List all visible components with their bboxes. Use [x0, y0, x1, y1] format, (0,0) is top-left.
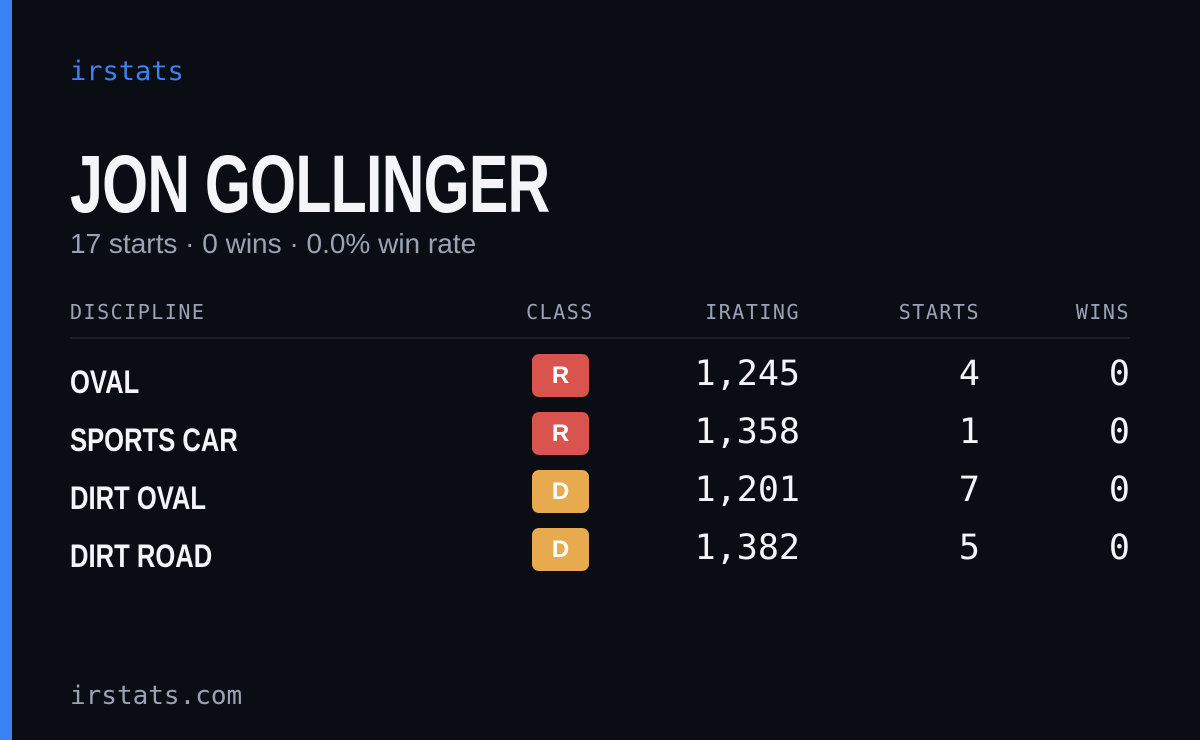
wins: 0	[1108, 412, 1130, 452]
column-header: IRATING	[705, 300, 800, 324]
discipline: DIRT ROAD	[70, 538, 213, 574]
driver-name: JON GOLLINGER	[70, 139, 550, 230]
starts: 5	[958, 528, 980, 568]
starts: 4	[958, 354, 980, 394]
wins: 0	[1108, 528, 1130, 568]
discipline: SPORTS CAR	[70, 422, 238, 458]
column-header: STARTS	[898, 300, 980, 324]
column-header: WINS	[1075, 300, 1130, 324]
irating: 1,201	[694, 470, 800, 510]
brand: irstats	[70, 56, 184, 87]
discipline: DIRT OVAL	[70, 480, 207, 516]
irating: 1,382	[694, 528, 800, 568]
class-badge: D	[532, 528, 589, 571]
discipline: OVAL	[70, 364, 140, 400]
irating: 1,358	[694, 412, 800, 452]
accent-bar	[0, 0, 12, 740]
wins: 0	[1108, 354, 1130, 394]
class-badge: R	[532, 412, 589, 455]
footer-site: irstats.com	[70, 681, 243, 711]
irating: 1,245	[694, 354, 800, 394]
starts: 1	[958, 412, 980, 452]
column-header: CLASS	[526, 300, 594, 324]
starts: 7	[958, 470, 980, 510]
class-badge: D	[532, 470, 589, 513]
class-badge: R	[532, 354, 589, 397]
header-rule	[70, 337, 1130, 339]
column-header: DISCIPLINE	[70, 300, 206, 324]
summary: 17 starts · 0 wins · 0.0% win rate	[70, 228, 477, 259]
wins: 0	[1108, 470, 1130, 510]
